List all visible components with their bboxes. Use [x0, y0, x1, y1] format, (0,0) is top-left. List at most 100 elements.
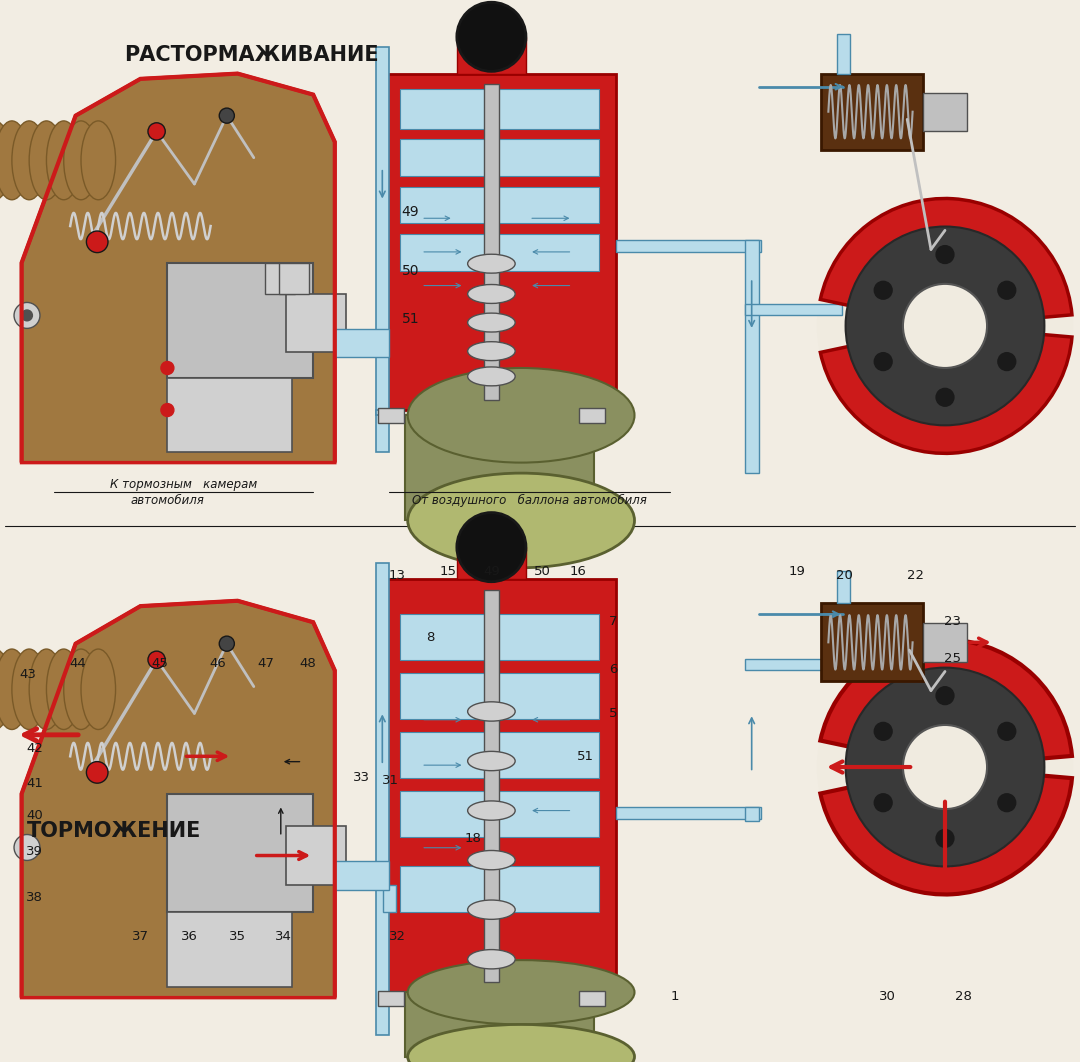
Text: 47: 47 — [257, 657, 274, 670]
Text: 46: 46 — [210, 657, 227, 670]
Bar — [279, 262, 309, 294]
Bar — [579, 409, 605, 423]
Circle shape — [818, 199, 1072, 453]
Bar — [376, 48, 389, 452]
Text: 1: 1 — [671, 990, 679, 1003]
Ellipse shape — [81, 649, 116, 730]
Text: ТОРМОЖЕНИЕ: ТОРМОЖЕНИЕ — [27, 821, 201, 841]
Text: 50: 50 — [402, 263, 419, 278]
Text: 34: 34 — [274, 930, 292, 943]
Bar — [484, 84, 499, 399]
Circle shape — [457, 513, 526, 582]
Bar — [167, 793, 313, 912]
Ellipse shape — [64, 649, 98, 730]
Ellipse shape — [0, 121, 29, 200]
Wedge shape — [821, 199, 1072, 326]
Text: 28: 28 — [955, 990, 972, 1003]
Ellipse shape — [468, 801, 515, 820]
Text: 7: 7 — [609, 615, 618, 628]
Text: От воздушного   баллона автомобиля: От воздушного баллона автомобиля — [411, 494, 647, 507]
Bar — [837, 571, 850, 603]
Text: 35: 35 — [229, 930, 246, 943]
Ellipse shape — [408, 1025, 635, 1062]
Text: 6: 6 — [609, 663, 618, 675]
Circle shape — [148, 123, 165, 140]
Text: 39: 39 — [26, 845, 43, 858]
Ellipse shape — [64, 121, 98, 200]
Text: 18: 18 — [464, 833, 482, 845]
Text: 31: 31 — [382, 774, 400, 787]
Circle shape — [14, 835, 40, 860]
Ellipse shape — [81, 121, 116, 200]
Ellipse shape — [468, 702, 515, 721]
Bar — [383, 73, 616, 410]
Text: 32: 32 — [389, 930, 406, 943]
Text: 30: 30 — [879, 990, 896, 1003]
Bar — [400, 614, 599, 660]
Bar — [457, 37, 526, 73]
Bar — [923, 92, 967, 131]
Bar — [335, 861, 389, 890]
Bar — [286, 826, 346, 885]
Text: 40: 40 — [26, 809, 43, 822]
Text: 44: 44 — [69, 657, 86, 670]
Ellipse shape — [12, 649, 46, 730]
Circle shape — [846, 226, 1044, 425]
Ellipse shape — [29, 649, 64, 730]
Text: 20: 20 — [836, 569, 853, 582]
Bar — [400, 234, 599, 271]
Bar — [400, 867, 599, 912]
Circle shape — [22, 310, 32, 321]
Ellipse shape — [0, 649, 29, 730]
Circle shape — [903, 284, 987, 367]
Ellipse shape — [468, 313, 515, 332]
Bar — [484, 590, 499, 981]
Circle shape — [936, 687, 954, 704]
Wedge shape — [821, 326, 1072, 453]
Text: 37: 37 — [132, 930, 149, 943]
Bar — [745, 304, 842, 315]
Text: 15: 15 — [440, 565, 457, 578]
Bar — [400, 139, 599, 176]
Bar — [335, 328, 389, 358]
Ellipse shape — [0, 649, 12, 730]
Circle shape — [998, 793, 1015, 811]
Bar — [376, 410, 389, 415]
Bar — [265, 262, 295, 294]
Bar — [400, 89, 599, 129]
Text: 23: 23 — [944, 615, 961, 628]
Text: 22: 22 — [907, 569, 924, 582]
Bar — [286, 294, 346, 353]
Text: 42: 42 — [26, 742, 43, 755]
Text: 49: 49 — [402, 205, 419, 220]
Circle shape — [903, 725, 987, 809]
Text: 50: 50 — [534, 565, 551, 578]
Text: 16: 16 — [569, 565, 586, 578]
Bar — [167, 378, 292, 452]
Ellipse shape — [468, 285, 515, 304]
Bar — [167, 912, 292, 987]
Ellipse shape — [468, 752, 515, 771]
Circle shape — [936, 829, 954, 847]
Bar — [400, 732, 599, 777]
Circle shape — [846, 668, 1044, 867]
Bar — [383, 579, 616, 992]
Text: 5: 5 — [609, 707, 618, 720]
Polygon shape — [22, 73, 335, 463]
Ellipse shape — [468, 342, 515, 361]
Text: 43: 43 — [19, 668, 37, 681]
Circle shape — [219, 636, 234, 651]
Circle shape — [161, 361, 174, 375]
Text: 41: 41 — [26, 777, 43, 790]
Circle shape — [875, 353, 892, 371]
Bar — [405, 415, 594, 520]
Ellipse shape — [408, 367, 635, 463]
Bar — [616, 807, 761, 819]
Circle shape — [148, 651, 165, 668]
Circle shape — [936, 245, 954, 263]
Bar — [457, 547, 526, 579]
Text: 51: 51 — [577, 750, 594, 763]
Circle shape — [998, 281, 1015, 299]
Bar — [405, 992, 594, 1057]
Ellipse shape — [46, 649, 81, 730]
